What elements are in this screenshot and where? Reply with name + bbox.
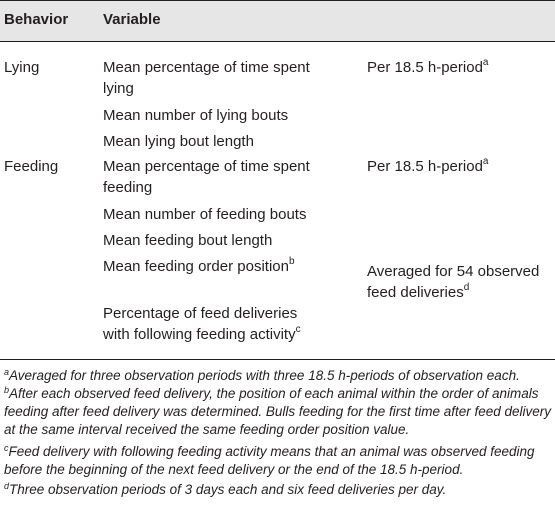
row-variable-line: Mean feeding order positionb (103, 256, 295, 276)
row-behavior-feeding: Feeding (4, 158, 59, 175)
row-variable-line: Mean percentage of time spent (103, 59, 310, 76)
row-note: Per 18.5 h-perioda (367, 57, 489, 77)
bottom-rule (0, 359, 555, 360)
footnote-ref: a (482, 156, 489, 167)
footnote-c-line: before the beginning of the next feed de… (4, 462, 464, 477)
row-note: feed deliveriesd (367, 282, 470, 302)
row-variable-line: Mean number of lying bouts (103, 107, 289, 124)
header-variable: Variable (103, 11, 161, 28)
footnote-ref: a (482, 57, 489, 68)
header-behavior: Behavior (4, 11, 69, 28)
row-variable-line: with following feeding activityc (103, 324, 301, 344)
row-behavior-lying: Lying (4, 59, 40, 76)
row-note: Per 18.5 h-perioda (367, 156, 489, 176)
footnote-d: dThree observation periods of 3 days eac… (4, 480, 447, 497)
row-variable-line: Mean feeding bout length (103, 232, 273, 249)
footnote-ref: d (463, 282, 470, 293)
row-variable-line: feeding (103, 179, 153, 196)
row-variable-line: Mean lying bout length (103, 133, 254, 150)
footnote-ref: b (288, 256, 295, 267)
footnote-ref: c (295, 324, 301, 335)
row-note: Averaged for 54 observed (367, 263, 540, 280)
footnote-c: cFeed delivery with following feeding ac… (4, 442, 535, 459)
row-variable-line: Percentage of feed deliveries (103, 305, 298, 322)
footnote-a: aAveraged for three observation periods … (4, 366, 520, 383)
footnote-b-line: feeding after feed delivery was determin… (4, 404, 552, 419)
header-rule (0, 41, 555, 42)
row-variable-line: Mean number of feeding bouts (103, 206, 307, 223)
footnote-b-line: at the same interval received the same f… (4, 422, 410, 437)
footnote-b: bAfter each observed feed delivery, the … (4, 384, 539, 401)
table-header-band (0, 0, 555, 41)
row-variable-line: Mean percentage of time spent (103, 158, 310, 175)
top-rule (0, 0, 555, 1)
row-variable-line: lying (103, 80, 134, 97)
